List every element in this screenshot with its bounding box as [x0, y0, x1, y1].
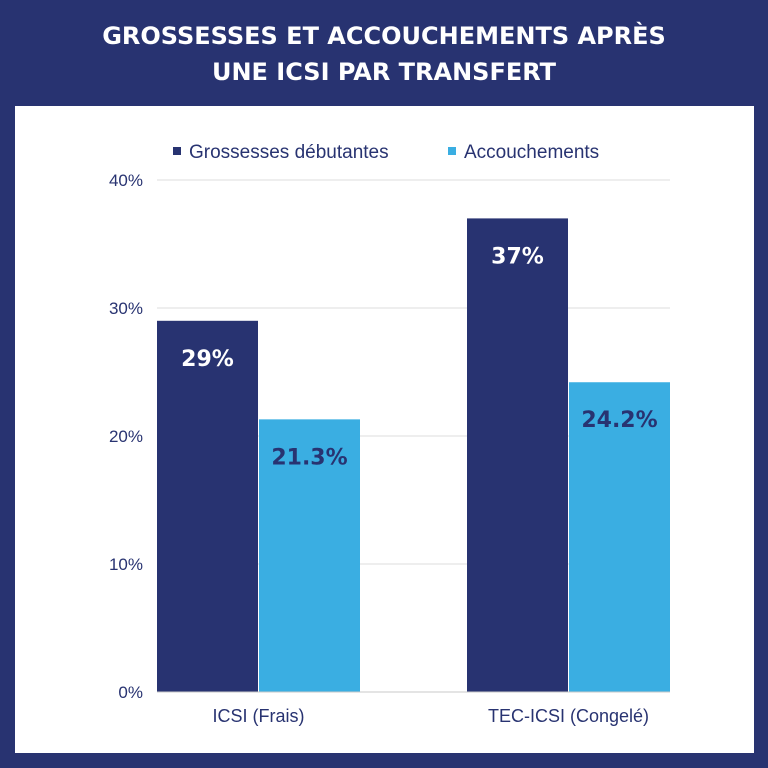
category-label: TEC-ICSI (Congelé): [488, 706, 649, 726]
bar: [259, 419, 360, 692]
chart-title: GROSSESSES ET ACCOUCHEMENTS APRÈS UNE IC…: [0, 18, 768, 90]
chart-title-line-2: UNE ICSI PAR TRANSFERT: [211, 58, 557, 86]
y-tick-label: 20%: [109, 427, 143, 446]
legend-swatch: [448, 147, 456, 155]
category-label: ICSI (Frais): [213, 706, 305, 726]
data-label: 37%: [491, 244, 544, 269]
chart-title-line-1: GROSSESSES ET ACCOUCHEMENTS APRÈS: [102, 22, 666, 50]
data-label: 29%: [181, 347, 234, 372]
bar-chart: 0% 10% 20% 30% 40% 29% 37% 21.3% 24.2% ICSI (Frai…: [109, 142, 670, 726]
chart-panel: 0% 10% 20% 30% 40% 29% 37% 21.3% 24.2% ICSI (Frai…: [15, 106, 754, 753]
y-tick-label: 10%: [109, 555, 143, 574]
data-label: 21.3%: [271, 445, 347, 470]
data-label: 24.2%: [581, 408, 657, 433]
bar: [157, 320, 258, 692]
bar: [569, 382, 670, 692]
legend-swatch: [173, 147, 181, 155]
legend-label: Grossesses débutantes: [189, 142, 389, 163]
y-tick-label: 30%: [109, 299, 143, 318]
y-tick-label: 40%: [109, 171, 143, 190]
bar: [467, 218, 568, 692]
y-tick-label: 0%: [118, 683, 143, 702]
legend-label: Accouchements: [464, 142, 599, 163]
